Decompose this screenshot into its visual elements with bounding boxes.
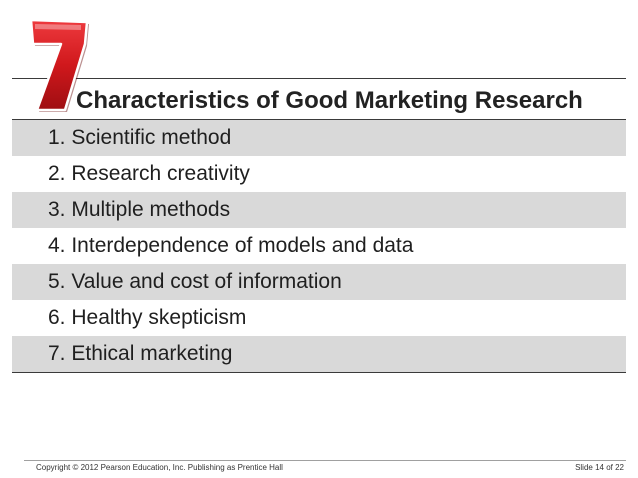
list-item: 2. Research creativity [12,156,626,192]
footer-rule [24,460,626,461]
list-item: 6. Healthy skepticism [12,300,626,336]
slide-title: Characteristics of Good Marketing Resear… [76,87,583,114]
list-item: 1. Scientific method [12,120,626,156]
characteristics-list: 1. Scientific method 2. Research creativ… [12,119,626,373]
list-item: 3. Multiple methods [12,192,626,228]
list-item: 4. Interdependence of models and data [12,228,626,264]
copyright-text: Copyright © 2012 Pearson Education, Inc.… [36,463,283,472]
list-item: 5. Value and cost of information [12,264,626,300]
number-seven-badge [29,18,89,112]
list-item: 7. Ethical marketing [12,336,626,372]
title-top-rule [12,78,626,79]
slide-counter: Slide 14 of 22 [575,463,624,472]
